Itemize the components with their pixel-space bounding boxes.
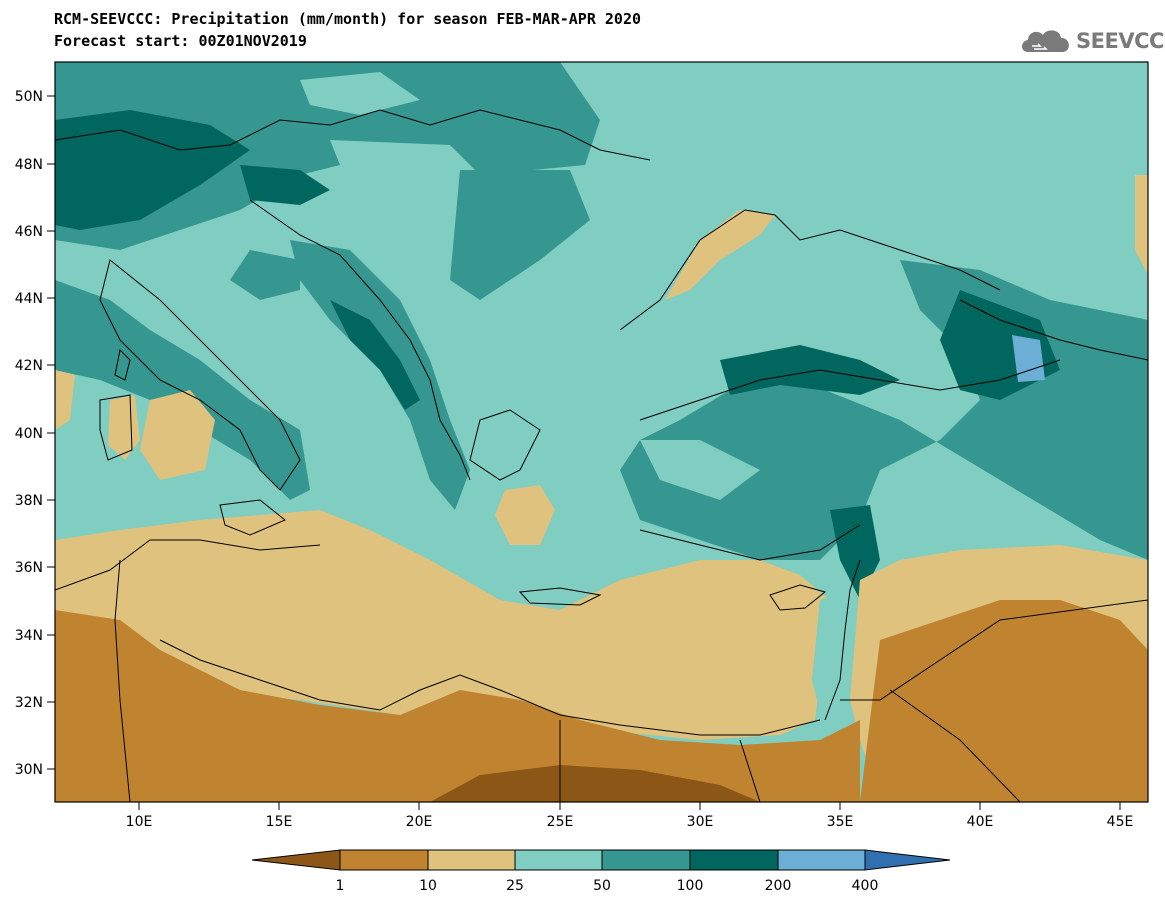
colorbar bbox=[251, 849, 951, 871]
colorbar-segment-50-100 bbox=[601, 849, 691, 871]
x-tick-label: 35E bbox=[827, 814, 854, 830]
colorbar-label: 10 bbox=[419, 878, 437, 894]
y-tick-label: 44N bbox=[15, 291, 43, 307]
colorbar-label: 400 bbox=[852, 878, 879, 894]
colorbar-segment-25-50 bbox=[514, 849, 603, 871]
cloud-logo-icon bbox=[1022, 30, 1069, 52]
y-tick-label: 36N bbox=[15, 560, 43, 576]
x-tick-labels: 10E 15E 20E 25E 30E 35E 40E 45E bbox=[126, 814, 1134, 830]
y-tick-label: 46N bbox=[15, 224, 43, 240]
colorbar-segment-100-200 bbox=[689, 849, 779, 871]
map-plot-area bbox=[55, 62, 1148, 802]
y-tick-label: 40N bbox=[15, 426, 43, 442]
colorbar-label: 1 bbox=[336, 878, 345, 894]
map-title: RCM-SEEVCCC: Precipitation (mm/month) fo… bbox=[54, 10, 641, 28]
country-borders bbox=[55, 109, 1148, 802]
map-frame bbox=[54, 61, 1149, 803]
x-tick-label: 15E bbox=[266, 814, 293, 830]
y-tick-label: 42N bbox=[15, 358, 43, 374]
colorbar-labels: 1 10 25 50 100 200 400 bbox=[336, 878, 879, 894]
x-tick-label: 30E bbox=[687, 814, 714, 830]
y-tick-label: 32N bbox=[15, 695, 43, 711]
x-axis bbox=[138, 802, 1121, 810]
colorbar-segment-1-10 bbox=[339, 849, 429, 871]
y-tick-label: 34N bbox=[15, 628, 43, 644]
colorbar-label: 200 bbox=[765, 878, 792, 894]
y-tick-label: 48N bbox=[15, 157, 43, 173]
x-tick-label: 40E bbox=[967, 814, 994, 830]
seevccc-logo: SEEVCCC bbox=[1018, 24, 1165, 58]
y-axis bbox=[47, 95, 55, 770]
x-tick-label: 25E bbox=[547, 814, 574, 830]
forecast-start-label: Forecast start: 00Z01NOV2019 bbox=[54, 32, 307, 50]
logo-text: SEEVCCC bbox=[1076, 29, 1165, 53]
y-tick-labels: 50N 48N 46N 44N 42N 40N 38N 36N 34N 32N … bbox=[15, 89, 43, 778]
x-tick-label: 10E bbox=[126, 814, 153, 830]
colorbar-label: 100 bbox=[677, 878, 704, 894]
colorbar-label: 25 bbox=[506, 878, 524, 894]
colorbar-segment-gt400 bbox=[864, 849, 951, 871]
colorbar-segment-200-400 bbox=[777, 849, 866, 871]
y-tick-label: 38N bbox=[15, 493, 43, 509]
colorbar-label: 50 bbox=[593, 878, 611, 894]
colorbar-segment-10-25 bbox=[427, 849, 516, 871]
y-tick-label: 50N bbox=[15, 89, 43, 105]
x-tick-label: 20E bbox=[406, 814, 433, 830]
x-tick-label: 45E bbox=[1107, 814, 1134, 830]
colorbar-segment-lt1 bbox=[251, 849, 341, 871]
y-tick-label: 30N bbox=[15, 762, 43, 778]
